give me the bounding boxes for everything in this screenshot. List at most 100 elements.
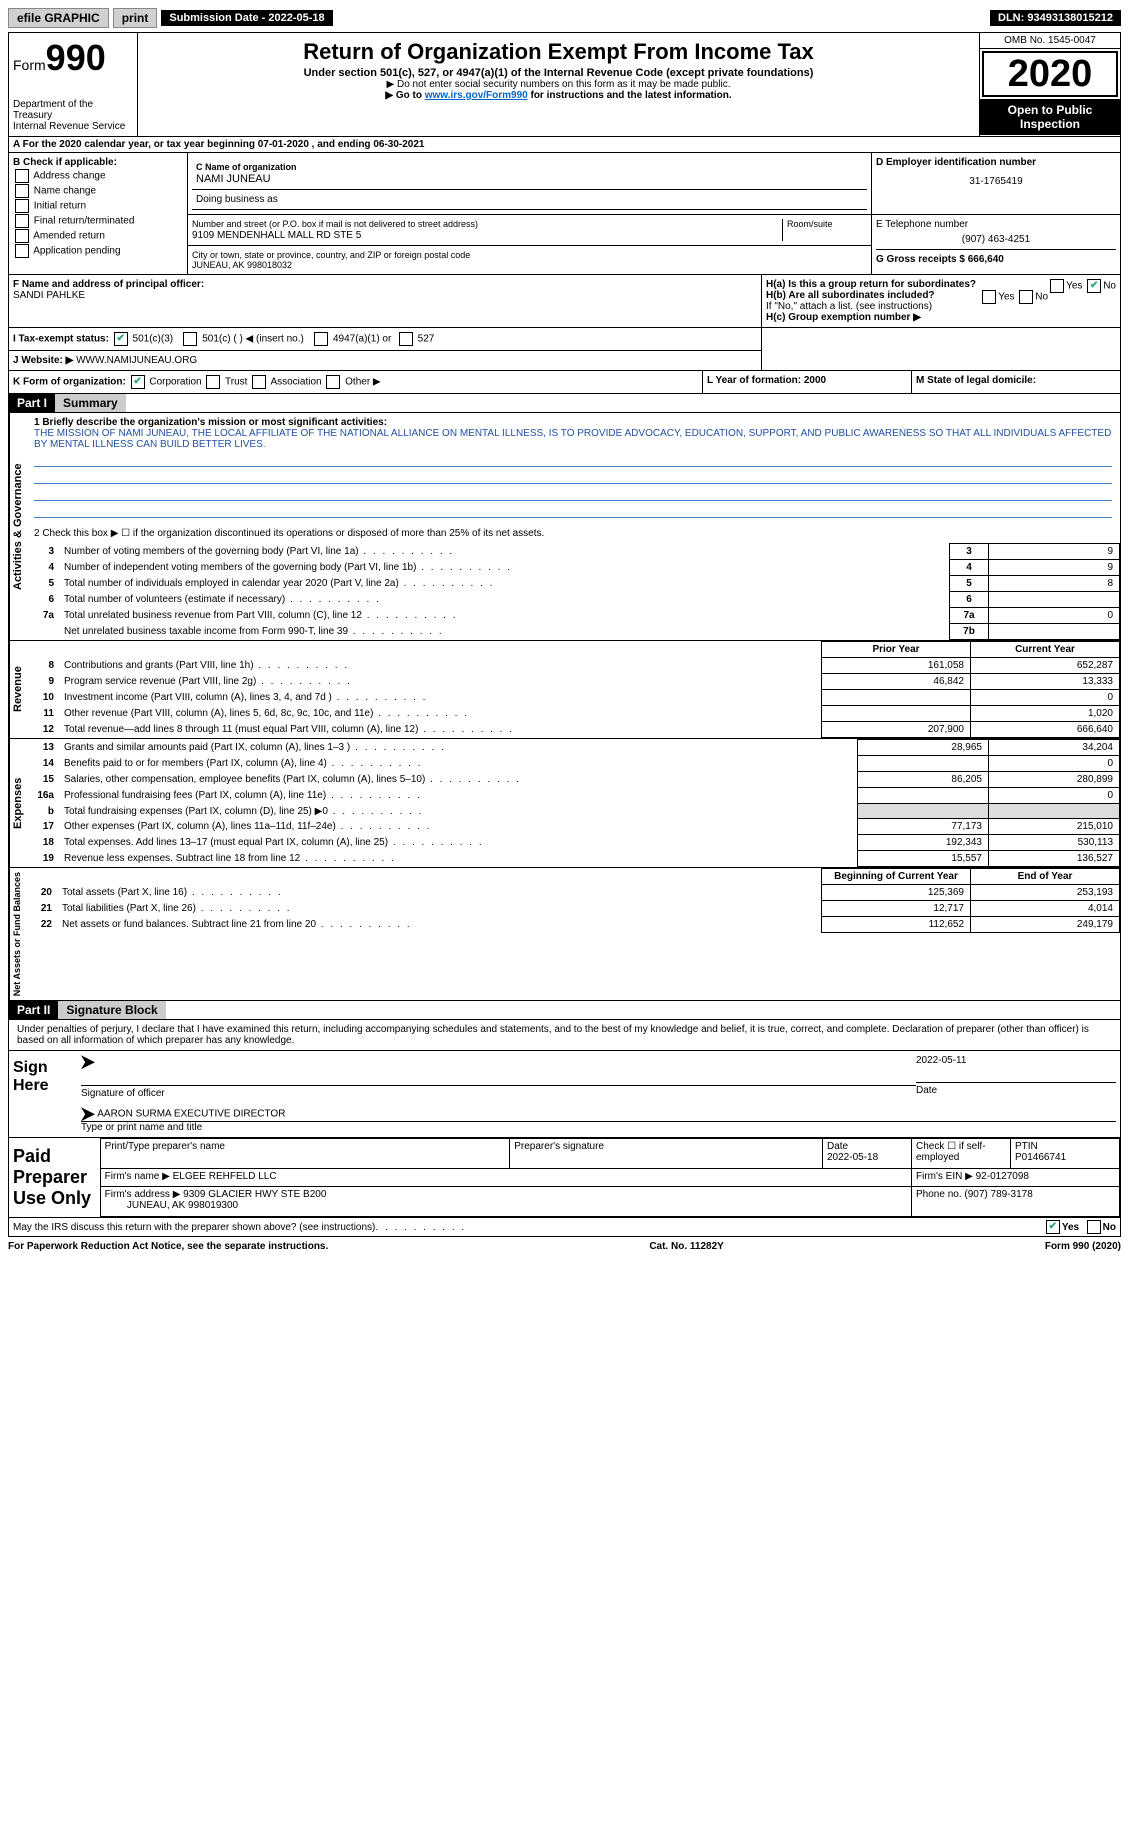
year-formation: L Year of formation: 2000 — [703, 371, 912, 393]
prep-sig-label: Preparer's signature — [510, 1139, 823, 1169]
box-b-header: B Check if applicable: — [13, 157, 183, 168]
box-e-label: E Telephone number — [876, 219, 1116, 230]
chk-corp[interactable] — [131, 375, 145, 389]
section-net: Net Assets or Fund Balances Beginning of… — [8, 868, 1121, 1001]
form-header: Form990 Department of the Treasury Inter… — [8, 32, 1121, 137]
sign-here-label: Sign Here — [9, 1051, 77, 1137]
note-ssn: ▶ Do not enter social security numbers o… — [146, 79, 971, 90]
discuss-text: May the IRS discuss this return with the… — [13, 1222, 375, 1233]
penalty-text: Under penalties of perjury, I declare th… — [9, 1020, 1120, 1050]
firm-city: JUNEAU, AK 998019300 — [127, 1200, 238, 1211]
chk-amended[interactable] — [15, 229, 29, 243]
firm-addr: 9309 GLACIER HWY STE B200 — [183, 1189, 326, 1200]
section-revenue: Revenue Prior YearCurrent Year8Contribut… — [8, 641, 1121, 739]
hb-no-label: No — [1035, 292, 1048, 303]
chk-501c3[interactable] — [114, 332, 128, 346]
hb-yes[interactable] — [982, 290, 996, 304]
room-label: Room/suite — [782, 219, 867, 241]
firm-phone-label: Phone no. — [916, 1189, 962, 1200]
tax-year: 2020 — [982, 51, 1118, 97]
discuss-yes-label: Yes — [1062, 1222, 1079, 1233]
chk-address-change[interactable] — [15, 169, 29, 183]
open-to-public: Open to Public Inspection — [980, 99, 1120, 135]
lbl-trust: Trust — [225, 377, 247, 388]
chk-name-change[interactable] — [15, 184, 29, 198]
irs-link[interactable]: www.irs.gov/Form990 — [425, 90, 528, 101]
lbl-corp: Corporation — [149, 377, 201, 388]
hb-no[interactable] — [1019, 290, 1033, 304]
discuss-yes[interactable] — [1046, 1220, 1060, 1234]
footer-right: Form 990 (2020) — [1045, 1241, 1121, 1252]
ha-no[interactable] — [1087, 279, 1101, 293]
chk-trust[interactable] — [206, 375, 220, 389]
box-c-label: C Name of organization — [196, 162, 297, 172]
hb-label: H(b) Are all subordinates included? — [766, 290, 935, 301]
footer-mid: Cat. No. 11282Y — [649, 1241, 723, 1252]
ptin-label: PTIN — [1015, 1141, 1038, 1152]
chk-initial-return[interactable] — [15, 199, 29, 213]
paid-preparer-label: Paid Preparer Use Only — [9, 1138, 100, 1217]
lbl-501c3: 501(c)(3) — [133, 334, 174, 345]
addr-label: Number and street (or P.O. box if mail i… — [192, 219, 478, 229]
chk-501c[interactable] — [183, 332, 197, 346]
section-governance: Activities & Governance 1 Briefly descri… — [8, 413, 1121, 641]
ha-yes-label: Yes — [1066, 281, 1082, 292]
firm-name-label: Firm's name ▶ — [105, 1171, 170, 1182]
q1-label: 1 Briefly describe the organization's mi… — [34, 417, 387, 428]
lbl-initial-return: Initial return — [34, 201, 86, 212]
pointer-icon — [81, 1055, 95, 1069]
section-expenses: Expenses 13Grants and similar amounts pa… — [8, 739, 1121, 868]
mission-text: THE MISSION OF NAMI JUNEAU, THE LOCAL AF… — [34, 428, 1111, 450]
chk-other[interactable] — [326, 375, 340, 389]
dln: DLN: 93493138015212 — [990, 10, 1121, 26]
expenses-label: Expenses — [9, 739, 26, 867]
net-label: Net Assets or Fund Balances — [9, 868, 24, 1000]
ptin-value: P01466741 — [1015, 1152, 1066, 1163]
hc-label: H(c) Group exemption number ▶ — [766, 312, 921, 323]
page-footer: For Paperwork Reduction Act Notice, see … — [8, 1237, 1121, 1256]
hb-yes-label: Yes — [998, 292, 1014, 303]
street-address: 9109 MENDENHALL MALL RD STE 5 — [192, 230, 361, 241]
part1-number: Part I — [9, 394, 55, 412]
firm-name: ELGEE REHFELD LLC — [173, 1171, 277, 1182]
firm-ein-label: Firm's EIN ▶ — [916, 1171, 973, 1182]
entity-block: B Check if applicable: Address change Na… — [8, 153, 1121, 275]
box-f-label: F Name and address of principal officer: — [13, 279, 204, 290]
lbl-527: 527 — [418, 334, 435, 345]
q2-text: 2 Check this box ▶ ☐ if the organization… — [26, 524, 1120, 543]
phone-value: (907) 463-4251 — [876, 234, 1116, 245]
note-link-post: for instructions and the latest informat… — [528, 90, 732, 101]
firm-phone: (907) 789-3178 — [964, 1189, 1032, 1200]
print-button[interactable]: print — [113, 8, 158, 28]
expenses-table: 13Grants and similar amounts paid (Part … — [26, 739, 1120, 867]
ha-no-label: No — [1103, 281, 1116, 292]
chk-assoc[interactable] — [252, 375, 266, 389]
sig-date-label: Date — [916, 1082, 1116, 1096]
form-label: Form — [13, 57, 46, 73]
prep-name-label: Print/Type preparer's name — [100, 1139, 510, 1169]
city-label: City or town, state or province, country… — [192, 250, 470, 260]
chk-4947[interactable] — [314, 332, 328, 346]
efile-button[interactable]: efile GRAPHIC — [8, 8, 109, 28]
lbl-4947: 4947(a)(1) or — [333, 334, 391, 345]
form-subtitle: Under section 501(c), 527, or 4947(a)(1)… — [146, 67, 971, 79]
lbl-address-change: Address change — [33, 171, 105, 182]
blue-line — [34, 452, 1112, 467]
discuss-no[interactable] — [1087, 1220, 1101, 1234]
chk-527[interactable] — [399, 332, 413, 346]
ha-yes[interactable] — [1050, 279, 1064, 293]
chk-app-pending[interactable] — [15, 244, 29, 258]
firm-addr-label: Firm's address ▶ — [105, 1189, 181, 1200]
footer-left: For Paperwork Reduction Act Notice, see … — [8, 1241, 328, 1252]
lbl-final-return: Final return/terminated — [34, 216, 135, 227]
chk-final-return[interactable] — [15, 214, 29, 228]
hb-note: If "No," attach a list. (see instruction… — [766, 301, 1116, 312]
lbl-app-pending: Application pending — [33, 246, 120, 257]
signature-block: Under penalties of perjury, I declare th… — [8, 1020, 1121, 1218]
lbl-other: Other ▶ — [345, 377, 380, 388]
top-bar: efile GRAPHIC print Submission Date - 20… — [8, 8, 1121, 28]
submission-date: Submission Date - 2022-05-18 — [161, 10, 332, 26]
prep-date-value: 2022-05-18 — [827, 1152, 878, 1163]
box-d-label: D Employer identification number — [876, 157, 1116, 168]
blue-line — [34, 486, 1112, 501]
